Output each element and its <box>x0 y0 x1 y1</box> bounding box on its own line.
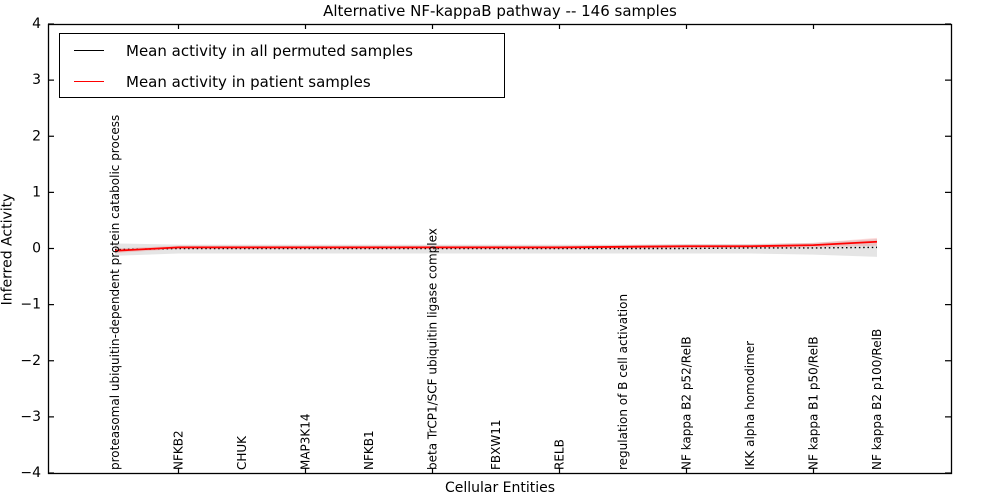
legend: Mean activity in all permuted samples Me… <box>59 33 505 98</box>
y-tick-label: −4 <box>20 465 41 481</box>
x-category-label: MAP3K14 <box>299 413 313 470</box>
x-category-label: NFKB1 <box>362 430 376 470</box>
x-category-label: FBXW11 <box>489 420 503 471</box>
y-tick-label: 3 <box>32 72 41 88</box>
chart-title: Alternative NF-kappaB pathway -- 146 sam… <box>323 2 677 20</box>
legend-label-patient: Mean activity in patient samples <box>126 72 371 91</box>
x-category-label: RELB <box>553 439 567 470</box>
y-tick-label: 2 <box>32 128 41 144</box>
y-tick-label: 4 <box>32 16 41 32</box>
x-category-label: regulation of B cell activation <box>616 294 630 470</box>
x-category-label: IKK alpha homodimer <box>743 341 757 470</box>
x-category-label: NFKB2 <box>172 430 186 470</box>
y-tick-label: −1 <box>20 297 41 313</box>
x-category-label: CHUK <box>235 435 249 470</box>
x-category-label: NF kappa B1 p50/RelB <box>807 336 821 470</box>
legend-entry-patient: Mean activity in patient samples <box>60 66 504 97</box>
legend-line-sample-red <box>74 81 104 82</box>
legend-label-permuted: Mean activity in all permuted samples <box>126 41 413 60</box>
y-tick-label: −2 <box>20 353 41 369</box>
x-category-label: NF kappa B2 p52/RelB <box>680 336 694 470</box>
legend-entry-permuted: Mean activity in all permuted samples <box>60 35 504 66</box>
legend-line-sample-black <box>74 50 104 51</box>
x-category-label: NF kappa B2 p100/RelB <box>870 329 884 470</box>
x-category-label: beta TrCP1/SCF ubiquitin ligase complex <box>426 228 440 470</box>
patient-mean-line <box>114 240 878 252</box>
x-axis-label: Cellular Entities <box>444 480 556 496</box>
y-tick-label: 1 <box>32 184 41 200</box>
y-tick-label: −3 <box>20 409 41 425</box>
y-tick-label: 0 <box>32 241 41 257</box>
y-axis-label: Inferred Activity <box>0 193 16 306</box>
x-category-label: proteasomal ubiquitin-dependent protein … <box>108 115 122 470</box>
